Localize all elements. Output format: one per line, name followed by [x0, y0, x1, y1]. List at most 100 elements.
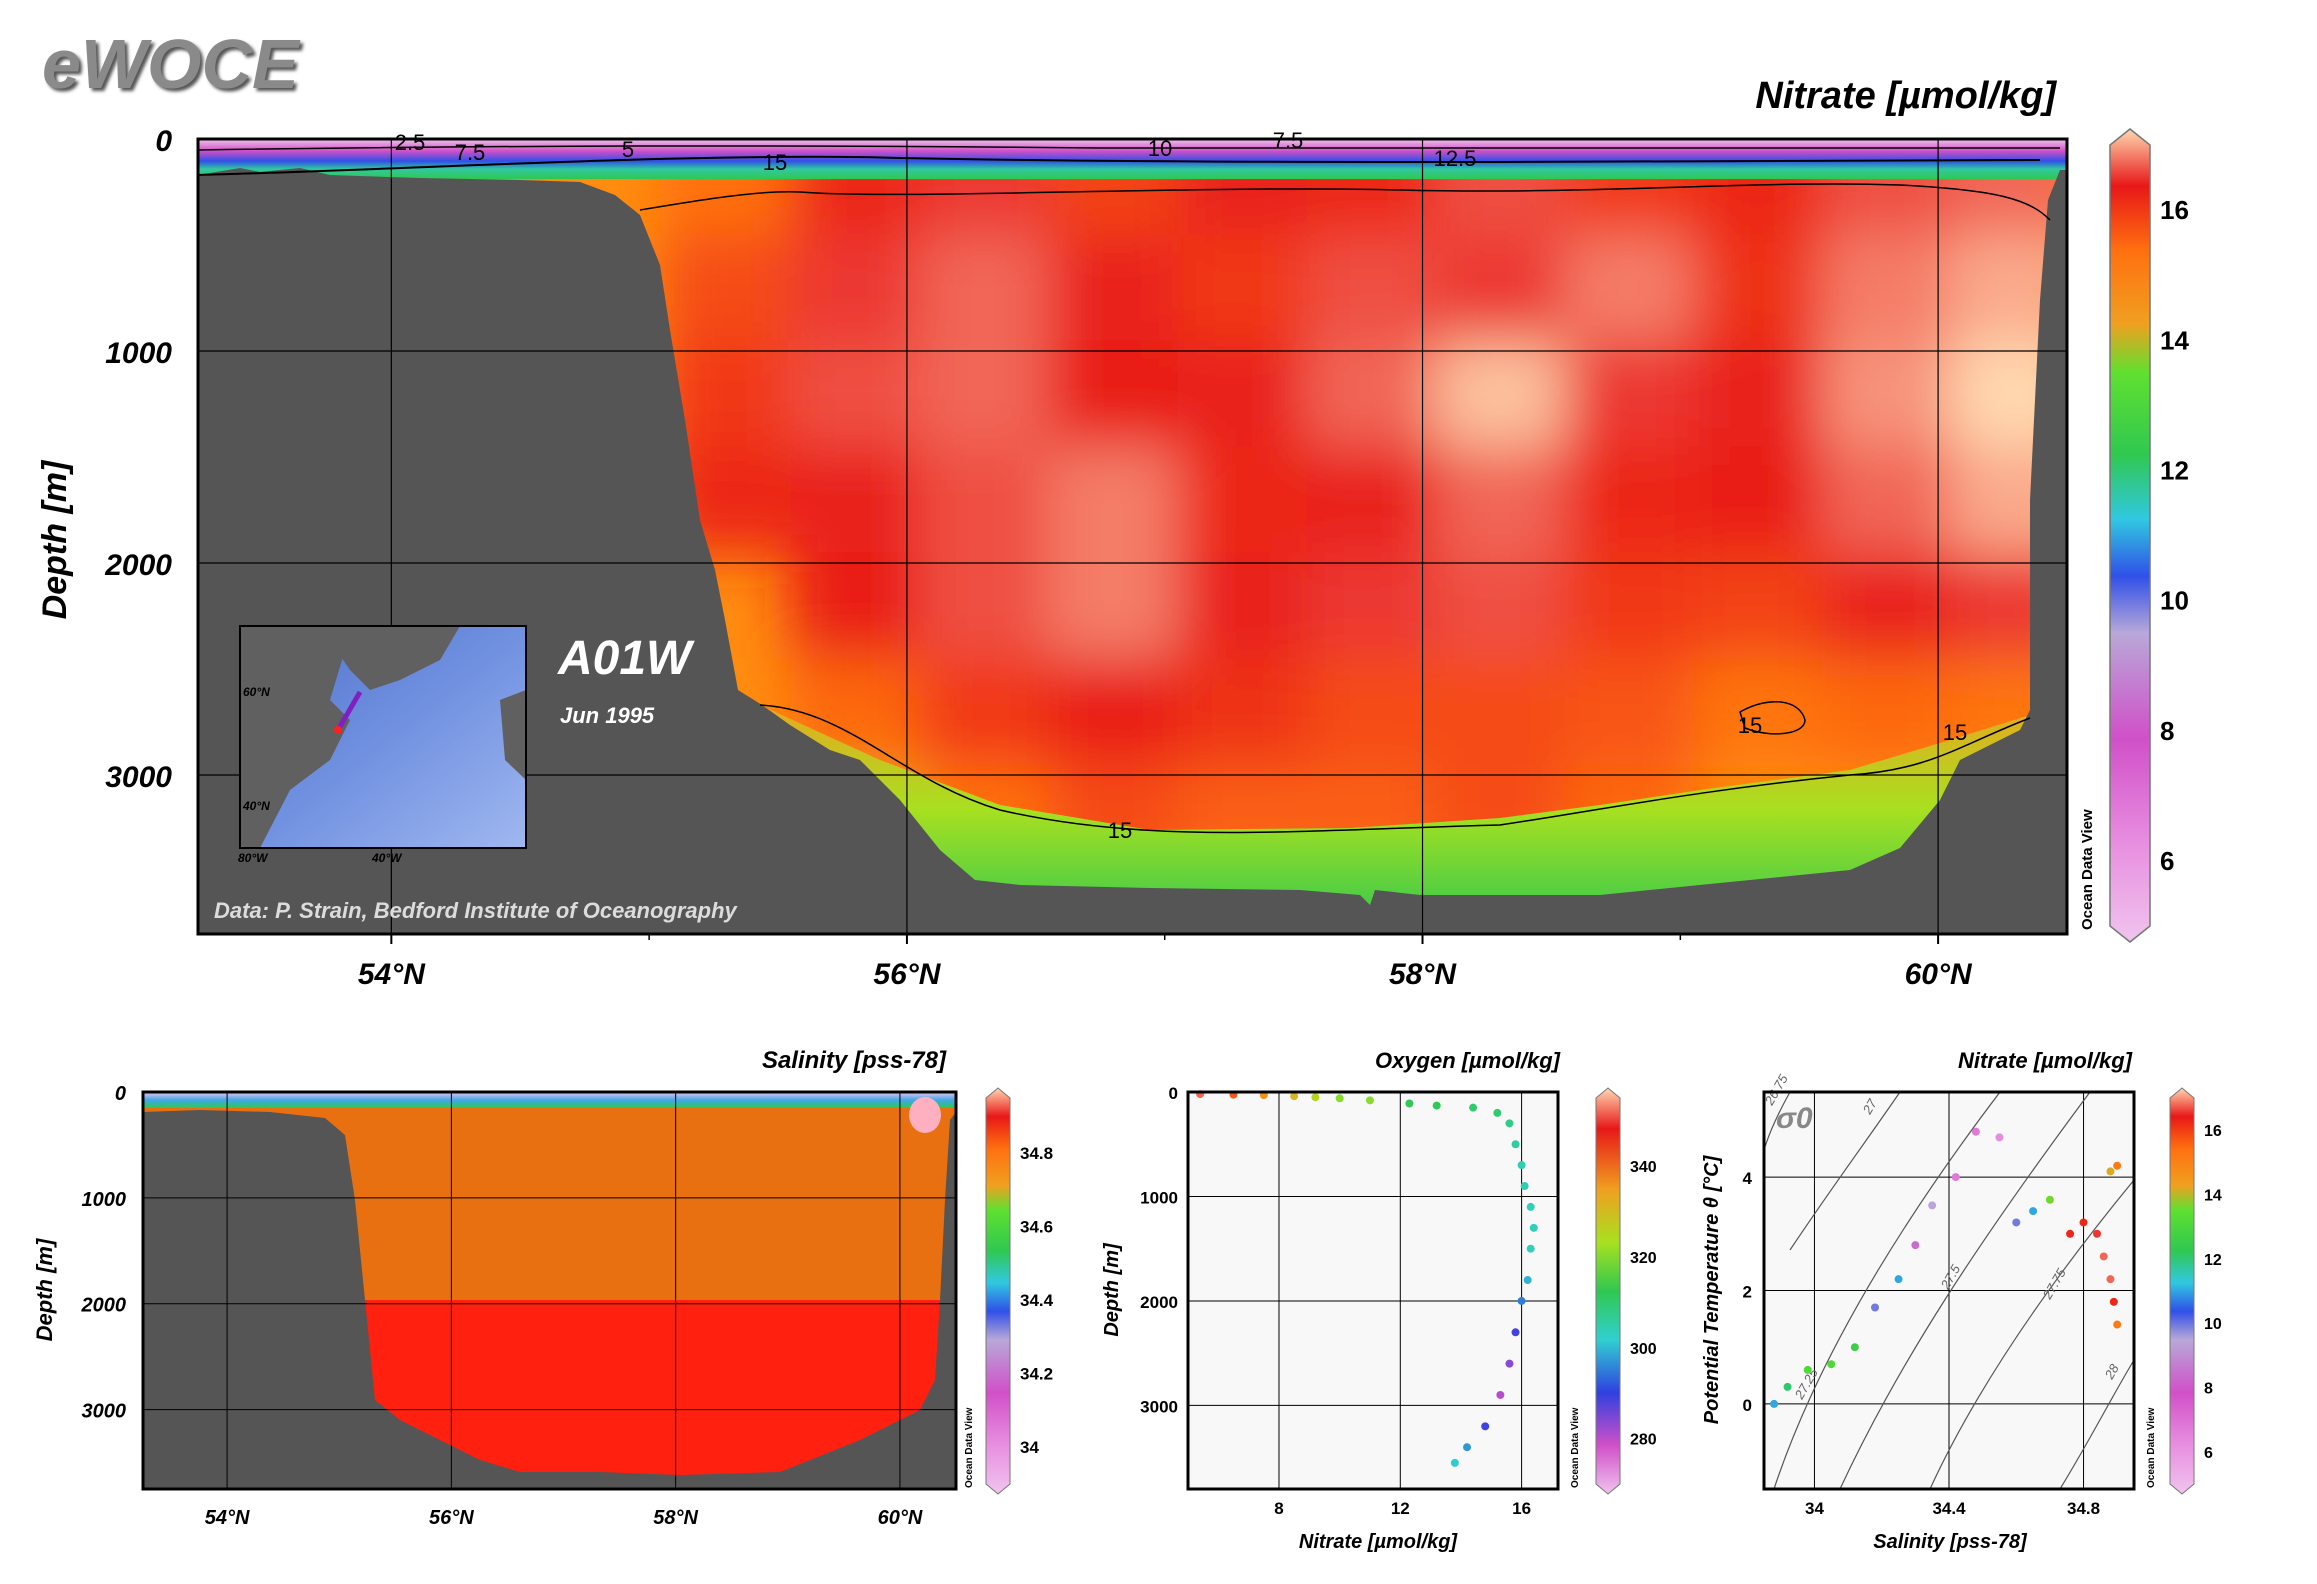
- salinity-colorbar-brand: Ocean Data View: [964, 1407, 975, 1488]
- salinity-colorbar-tick-label: 34.8: [1020, 1144, 1053, 1163]
- profile-point: [1517, 1296, 1526, 1305]
- main-colorbar: 16 14 12 10 8 6 Ocean Data View: [2079, 128, 2189, 943]
- section-name: A01W: [557, 632, 695, 685]
- ts-point: [1850, 1343, 1859, 1352]
- ts-x-ticks: 34 34.4 34.8: [1805, 1499, 2100, 1518]
- profile-y-tick-label: 3000: [1140, 1397, 1178, 1416]
- ts-point: [1928, 1201, 1937, 1210]
- contour-label: 15: [1738, 713, 1762, 738]
- nitrate-cell: [1435, 234, 1566, 342]
- ts-point: [2109, 1297, 2118, 1306]
- nitrate-cell: [1693, 552, 1824, 660]
- ts-point: [1951, 1173, 1960, 1182]
- ts-y-tick-label: 4: [1743, 1169, 1753, 1188]
- salinity-title: Salinity [pss-78]: [762, 1047, 947, 1074]
- profile-point: [1290, 1092, 1299, 1101]
- ts-point: [1911, 1241, 1920, 1250]
- ts-point: [2012, 1218, 2021, 1227]
- salinity-colorbar-tick-label: 34.2: [1020, 1365, 1053, 1384]
- profile-y-label: Depth [m]: [1101, 1242, 1123, 1337]
- profile-title: Oxygen [µmol/kg]: [1375, 1048, 1561, 1073]
- ts-isopycnal-label: 27: [1859, 1096, 1880, 1118]
- nitrate-cell: [1693, 234, 1824, 342]
- profile-colorbar-tick-label: 280: [1630, 1432, 1657, 1449]
- main-nitrate-section: Nitrate [µmol/kg] 2.5 7.5 5 10 7.5 15 12.5 15 15…: [36, 75, 2189, 991]
- nitrate-cell: [1822, 340, 1952, 448]
- nitrate-cell: [1564, 234, 1695, 342]
- contour-label: 7.5: [455, 140, 486, 165]
- contour-label: 12.5: [1434, 146, 1477, 171]
- salinity-x-tick-label: 60°N: [878, 1507, 923, 1529]
- ts-colorbar: 16 14 12 10 8 6 Ocean Data View: [2146, 1087, 2222, 1495]
- ts-x-tick-label: 34.8: [2067, 1499, 2100, 1518]
- profile-colorbar-bar: [1595, 1087, 1621, 1495]
- profile-point: [1511, 1140, 1520, 1149]
- profile-x-tick-label: 12: [1391, 1499, 1410, 1518]
- salinity-x-tick-label: 58°N: [653, 1507, 698, 1529]
- ts-colorbar-tick-label: 12: [2204, 1252, 2222, 1269]
- nitrate-cell: [919, 234, 1050, 342]
- ts-gridlines: [1764, 1092, 2134, 1489]
- nitrate-cell: [1306, 340, 1437, 448]
- profile-point: [1481, 1422, 1490, 1431]
- ts-x-tick-label: 34: [1805, 1499, 1824, 1518]
- ts-plot-frame: [1762, 1090, 2136, 1491]
- salinity-plot-frame: [141, 1090, 958, 1491]
- ts-point: [2093, 1229, 2101, 1238]
- contour-line-15-lower: [759, 704, 2031, 834]
- contour-line-15-upper: [639, 183, 2051, 221]
- profile-x-tick-label: 8: [1274, 1499, 1283, 1518]
- salinity-gridlines: [143, 1092, 956, 1489]
- inset-land-north-america: [240, 626, 350, 848]
- nitrate-cell: [662, 234, 792, 342]
- nitrate-cell: [1693, 446, 1824, 554]
- nitrate-cell: [1048, 446, 1179, 554]
- main-y-label: Depth [m]: [36, 459, 74, 619]
- ts-point: [2029, 1207, 2038, 1216]
- ts-y-tick-label: 0: [1743, 1396, 1752, 1415]
- profile-point: [1526, 1244, 1535, 1253]
- profile-point: [1335, 1094, 1344, 1103]
- ts-colorbar-tick-label: 14: [2204, 1188, 2222, 1205]
- nitrate-cell: [1564, 658, 1695, 766]
- main-y-ticks: 0 1000 2000 3000: [104, 125, 172, 794]
- ts-point: [1894, 1275, 1903, 1284]
- ts-point: [2066, 1229, 2075, 1238]
- nitrate-cell: [1177, 340, 1308, 448]
- ts-point: [2079, 1218, 2088, 1227]
- main-y-tick-label: 3000: [105, 761, 172, 794]
- profile-panel: Oxygen [µmol/kg] 0 1000 2000 3000 8 12 16 Nit…: [1101, 1048, 1657, 1553]
- profile-point: [1405, 1099, 1414, 1108]
- salinity-y-tick-label: 2000: [81, 1295, 127, 1317]
- ts-y-tick-label: 2: [1743, 1283, 1752, 1302]
- ts-point: [1871, 1303, 1879, 1312]
- profile-y-tick-label: 0: [1169, 1084, 1178, 1103]
- inset-map: 60°N 40°N 80°W 40°W: [238, 625, 527, 865]
- nitrate-cell: [790, 552, 921, 660]
- contour-line-15-loop: [1739, 700, 1806, 735]
- nitrate-cell: [790, 234, 921, 342]
- ts-point: [2113, 1161, 2122, 1170]
- profile-x-label: Nitrate [µmol/kg]: [1299, 1531, 1459, 1553]
- nitrate-cell: [1822, 552, 1952, 660]
- contour-label: 7.5: [1273, 128, 1304, 153]
- ewoce-logo: eWOCE: [42, 25, 301, 103]
- main-colorbar-tick-label: 8: [2160, 716, 2174, 746]
- salinity-colorbar-ticks: 34.8 34.6 34.4 34.2 34: [1020, 1144, 1054, 1457]
- profile-point: [1496, 1390, 1505, 1399]
- nitrate-cell: [919, 658, 1050, 766]
- main-y-tick-label: 2000: [104, 549, 172, 582]
- salinity-y-ticks: 0 1000 2000 3000: [81, 1083, 127, 1423]
- inset-cruise-track: [335, 690, 363, 732]
- nitrate-cell: [1177, 658, 1308, 766]
- section-date: Jun 1995: [560, 703, 655, 728]
- profile-colorbar-tick-label: 320: [1630, 1250, 1657, 1267]
- nitrate-cell: [1048, 658, 1179, 766]
- profile-point: [1432, 1101, 1441, 1110]
- ts-x-tick-label: 34.4: [1932, 1499, 1966, 1518]
- profile-x-ticks: 8 12 16: [1274, 1499, 1531, 1518]
- profile-colorbar-tick-label: 300: [1630, 1341, 1657, 1358]
